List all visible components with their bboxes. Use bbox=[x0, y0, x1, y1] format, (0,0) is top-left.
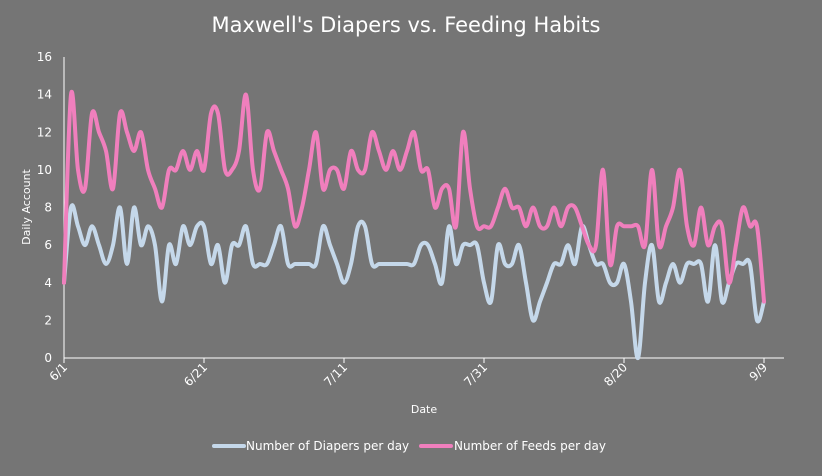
series-layer bbox=[62, 89, 766, 361]
y-tick-label: 6 bbox=[44, 238, 52, 252]
y-tick-label: 2 bbox=[44, 313, 52, 327]
y-axis-title: Daily Account bbox=[20, 168, 33, 244]
x-axis-title: Date bbox=[411, 403, 438, 416]
x-tick-label: 6/21 bbox=[181, 360, 210, 389]
y-tick-label: 12 bbox=[37, 125, 52, 139]
x-axis-ticks: 6/1 6/21 7/11 7/31 8/20 9/9 bbox=[47, 358, 771, 389]
legend-label-feeds: Number of Feeds per day bbox=[454, 439, 606, 453]
chart-title: Maxwell's Diapers vs. Feeding Habits bbox=[212, 13, 601, 37]
x-tick-label: 9/9 bbox=[747, 360, 771, 384]
legend-label-diapers: Number of Diapers per day bbox=[246, 439, 409, 453]
y-tick-label: 0 bbox=[44, 351, 52, 365]
y-tick-label: 14 bbox=[37, 88, 52, 102]
x-tick-label: 7/11 bbox=[321, 360, 350, 389]
x-tick-label: 8/20 bbox=[601, 360, 630, 389]
series-line-feeds bbox=[62, 89, 766, 304]
y-tick-label: 10 bbox=[37, 163, 52, 177]
x-tick-label: 7/31 bbox=[461, 360, 490, 389]
y-tick-label: 8 bbox=[44, 201, 52, 215]
y-tick-label: 4 bbox=[44, 276, 52, 290]
y-axis-ticks: 0 2 4 6 8 10 12 14 16 bbox=[37, 50, 52, 365]
series-line-diapers bbox=[62, 203, 766, 361]
legend: Number of Diapers per day Number of Feed… bbox=[212, 439, 606, 453]
y-tick-label: 16 bbox=[37, 50, 52, 64]
